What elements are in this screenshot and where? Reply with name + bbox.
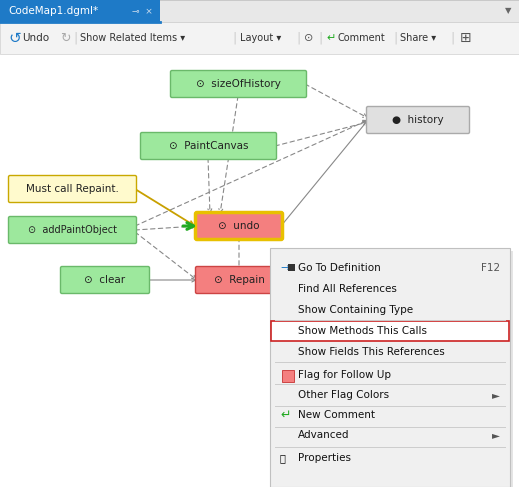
Text: ↺: ↺ [8,31,21,45]
FancyBboxPatch shape [8,175,136,203]
Bar [288,264,295,271]
Text: ↵: ↵ [280,409,291,422]
Text: Advanced: Advanced [298,430,349,440]
Text: Undo: Undo [22,33,49,43]
FancyBboxPatch shape [366,107,470,133]
Text: Layout ▾: Layout ▾ [240,33,281,43]
Text: ⊙  undo: ⊙ undo [218,221,260,231]
Bar [271,321,509,341]
Text: Go To Definition: Go To Definition [298,263,381,273]
Text: Flag for Follow Up: Flag for Follow Up [298,370,391,380]
Text: New Comment: New Comment [298,410,375,420]
Text: ⊙  clear: ⊙ clear [85,275,126,285]
FancyBboxPatch shape [61,266,149,294]
Text: ⊙  PaintCanvas: ⊙ PaintCanvas [169,141,248,151]
Text: ►: ► [492,390,500,400]
Text: Show Related Items ▾: Show Related Items ▾ [80,33,185,43]
Text: ⊙  sizeOfHistory: ⊙ sizeOfHistory [196,79,281,89]
Text: Must call Repaint.: Must call Repaint. [26,184,119,194]
Text: Show Fields This References: Show Fields This References [298,347,445,357]
Text: ►: ► [492,430,500,440]
Text: |: | [73,32,77,44]
FancyBboxPatch shape [171,71,307,97]
Text: ⊙  Repain: ⊙ Repain [213,275,265,285]
Text: ●  history: ● history [392,115,444,125]
Text: →: → [280,263,290,273]
Text: ⊸  ×: ⊸ × [132,6,153,16]
Text: ⊙: ⊙ [304,33,313,43]
Text: 🔧: 🔧 [280,453,286,463]
Text: ▼: ▼ [504,6,511,16]
Text: ↻: ↻ [60,32,71,44]
Text: CodeMap1.dgml*: CodeMap1.dgml* [8,6,98,16]
Text: Comment: Comment [337,33,385,43]
Bar [0,22,519,54]
Text: ⊙  addPaintObject: ⊙ addPaintObject [28,225,117,235]
FancyBboxPatch shape [196,212,282,240]
FancyBboxPatch shape [141,132,277,160]
Text: Properties: Properties [298,453,351,463]
FancyBboxPatch shape [8,217,136,244]
Text: |: | [393,32,397,44]
Text: |: | [232,32,236,44]
Text: Other Flag Colors: Other Flag Colors [298,390,389,400]
Bar [0,0,160,22]
Text: |: | [318,32,322,44]
Text: Show Methods This Calls: Show Methods This Calls [298,326,427,336]
Text: F12: F12 [481,263,500,273]
Text: |: | [296,32,301,44]
Text: |: | [450,32,454,44]
FancyBboxPatch shape [196,266,282,294]
Bar [0,0,519,22]
Text: ↵: ↵ [326,33,335,43]
Text: ⊞: ⊞ [460,31,472,45]
Text: Find All References: Find All References [298,284,397,294]
Text: Share ▾: Share ▾ [400,33,436,43]
Bar [270,248,510,487]
Bar [0,54,519,487]
Bar [282,370,294,382]
Text: Show Containing Type: Show Containing Type [298,305,413,315]
Bar [273,251,513,487]
